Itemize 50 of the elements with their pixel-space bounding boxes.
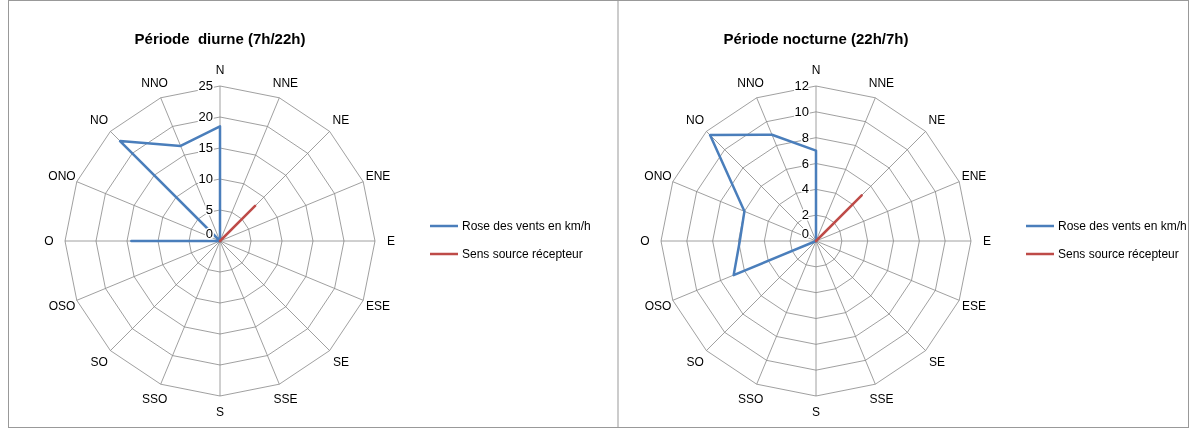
spoke-label: E (982, 234, 992, 248)
y-tick-label: 12 (794, 78, 809, 93)
spoke-label: SO (90, 354, 108, 369)
y-tick-label: 0 (801, 226, 809, 241)
spoke-label: S (811, 405, 821, 419)
spoke-label: SE (332, 354, 349, 369)
spoke-label: NE (332, 113, 350, 128)
spoke-label: ENE (961, 168, 987, 183)
spoke-label: O (640, 234, 650, 248)
spoke-label: SO (686, 354, 704, 369)
spoke-label: SSO (141, 391, 168, 406)
y-tick-label: 15 (198, 140, 213, 155)
spoke-label: SSO (737, 391, 764, 406)
y-tick-label: 2 (801, 207, 809, 223)
spoke-label: N (215, 63, 225, 77)
spoke-label: NNO (737, 76, 764, 91)
y-tick-label: 10 (198, 171, 213, 186)
legend-label: Rose des vents en km/h (462, 219, 591, 233)
spoke-label: NO (686, 113, 705, 128)
spoke-label: SSE (869, 391, 894, 406)
spoke-label: NO (90, 113, 109, 128)
spoke-label: ESE (961, 299, 986, 314)
spoke-label: NNE (868, 76, 895, 91)
legend-label: Rose des vents en km/h (1058, 219, 1187, 233)
legend-label: Sens source récepteur (462, 247, 583, 261)
y-tick-label: 25 (198, 78, 213, 93)
chart-title: Période nocturne (22h/7h) (723, 30, 909, 47)
spoke-label: S (215, 405, 225, 419)
y-tick-label: 6 (801, 155, 809, 171)
spoke-label: NE (928, 113, 946, 128)
spoke-label: ESE (365, 299, 390, 314)
spoke-label: ENE (365, 168, 391, 183)
spoke-label: E (386, 234, 396, 248)
spoke-label: NNO (141, 76, 168, 91)
spoke-label: SSE (273, 391, 298, 406)
chart-title: Période diurne (7h/22h) (134, 30, 306, 47)
y-tick-label: 8 (801, 129, 809, 145)
spoke-label: SE (928, 354, 945, 369)
y-tick-label: 5 (205, 202, 213, 217)
spoke-label: ONO (644, 168, 672, 183)
legend-label: Sens source récepteur (1058, 247, 1179, 261)
y-tick-label: 10 (794, 103, 809, 119)
spoke-label: NNE (272, 76, 299, 91)
spoke-label: ONO (48, 168, 76, 183)
spoke-label: N (811, 63, 821, 77)
spoke-label: O (44, 234, 54, 248)
y-tick-label: 20 (198, 109, 213, 124)
spoke-label: OSO (48, 299, 76, 314)
y-tick-label: 4 (801, 181, 809, 197)
spoke-label: OSO (644, 299, 672, 314)
